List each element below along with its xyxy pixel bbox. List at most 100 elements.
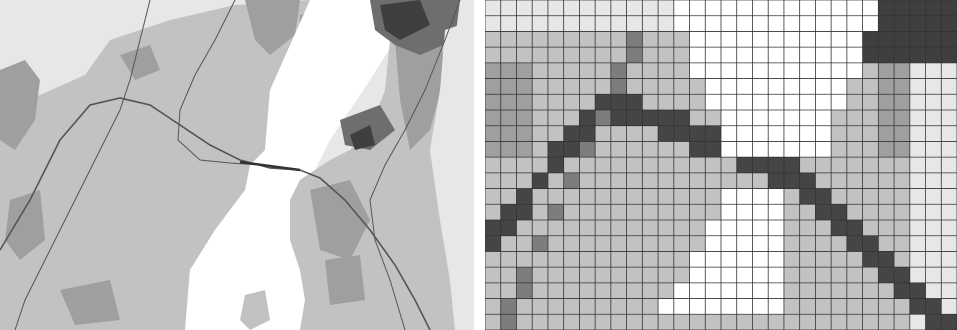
raster-cell xyxy=(846,157,863,173)
raster-cell xyxy=(862,62,879,79)
raster-cell xyxy=(783,94,800,110)
raster-cell xyxy=(689,47,706,63)
raster-cell xyxy=(878,157,895,173)
raster-cell xyxy=(721,62,737,79)
raster-cell xyxy=(831,204,847,220)
raster-cell xyxy=(642,62,659,79)
raster-cell xyxy=(862,47,879,63)
raster-cell xyxy=(736,220,753,236)
raster-cell xyxy=(595,188,611,205)
raster-cell xyxy=(595,298,611,315)
raster-cell xyxy=(846,125,863,142)
raster-cell xyxy=(563,157,580,173)
raster-cell xyxy=(689,188,706,205)
raster-cell xyxy=(705,251,721,268)
raster-cells xyxy=(485,0,957,330)
raster-cell xyxy=(721,0,737,16)
raster-cell xyxy=(799,220,816,236)
raster-cell xyxy=(642,235,659,252)
raster-cell xyxy=(516,267,533,283)
raster-cell xyxy=(783,47,800,63)
raster-cell xyxy=(878,141,895,158)
raster-cell xyxy=(547,204,564,220)
raster-cell xyxy=(846,172,863,189)
raster-cell xyxy=(831,188,847,205)
raster-cell xyxy=(941,298,957,315)
raster-cell xyxy=(516,110,533,126)
raster-cell xyxy=(799,62,816,79)
raster-cell xyxy=(783,125,800,142)
raster-cell xyxy=(925,251,942,268)
raster-cell xyxy=(768,47,784,63)
raster-cell xyxy=(815,47,832,63)
raster-cell xyxy=(610,110,627,126)
raster-cell xyxy=(894,314,910,330)
raster-cell xyxy=(689,0,706,16)
raster-cell xyxy=(673,267,690,283)
raster-cell xyxy=(862,15,879,32)
raster-cell xyxy=(925,157,942,173)
raster-cell xyxy=(878,220,895,236)
raster-cell xyxy=(909,251,926,268)
raster-cell xyxy=(532,172,548,189)
raster-cell xyxy=(846,31,863,48)
raster-cell xyxy=(815,31,832,48)
raster-cell xyxy=(705,188,721,205)
raster-cell xyxy=(610,188,627,205)
urban-darkest-1 xyxy=(380,0,430,40)
raster-cell xyxy=(658,15,674,32)
raster-cell xyxy=(642,15,659,32)
raster-cell xyxy=(642,298,659,315)
river-water xyxy=(185,0,395,330)
raster-cell xyxy=(547,62,564,79)
raster-cell xyxy=(532,62,548,79)
raster-cell xyxy=(783,251,800,268)
raster-cell xyxy=(846,267,863,283)
raster-cell xyxy=(862,298,879,315)
raster-cell xyxy=(783,298,800,315)
raster-cell xyxy=(799,298,816,315)
raster-cell xyxy=(783,31,800,48)
raster-cell xyxy=(925,78,942,95)
raster-cell xyxy=(595,251,611,268)
raster-cell xyxy=(579,31,596,48)
raster-cell xyxy=(626,0,643,16)
raster-cell xyxy=(516,220,533,236)
raster-cell xyxy=(799,125,816,142)
raster-cell xyxy=(878,62,895,79)
raster-cell xyxy=(547,220,564,236)
raster-cell xyxy=(705,314,721,330)
raster-cell xyxy=(689,110,706,126)
raster-cell xyxy=(831,267,847,283)
land-light-right xyxy=(430,20,474,330)
raster-cell xyxy=(595,235,611,252)
raster-cell xyxy=(846,62,863,79)
raster-cell xyxy=(579,282,596,299)
raster-cell xyxy=(626,78,643,95)
raster-cell xyxy=(595,204,611,220)
raster-cell xyxy=(831,0,847,16)
land-dark-patch-2 xyxy=(245,0,300,55)
raster-cell xyxy=(705,141,721,158)
raster-cell xyxy=(595,94,611,110)
raster-cell xyxy=(485,94,501,110)
raster-cell xyxy=(815,172,832,189)
raster-cell xyxy=(909,31,926,48)
raster-cell xyxy=(909,125,926,142)
raster-cell xyxy=(610,157,627,173)
raster-cell xyxy=(894,0,910,16)
raster-cell xyxy=(563,188,580,205)
raster-cell xyxy=(642,94,659,110)
raster-cell xyxy=(941,94,957,110)
raster-cell xyxy=(579,235,596,252)
raster-cell xyxy=(673,298,690,315)
raster-cell xyxy=(721,157,737,173)
raster-cell xyxy=(595,141,611,158)
raster-cell xyxy=(689,235,706,252)
raster-cell xyxy=(610,282,627,299)
raster-cell xyxy=(485,157,501,173)
raster-cell xyxy=(547,94,564,110)
raster-cell xyxy=(894,251,910,268)
raster-cell xyxy=(673,141,690,158)
raster-cell xyxy=(563,220,580,236)
